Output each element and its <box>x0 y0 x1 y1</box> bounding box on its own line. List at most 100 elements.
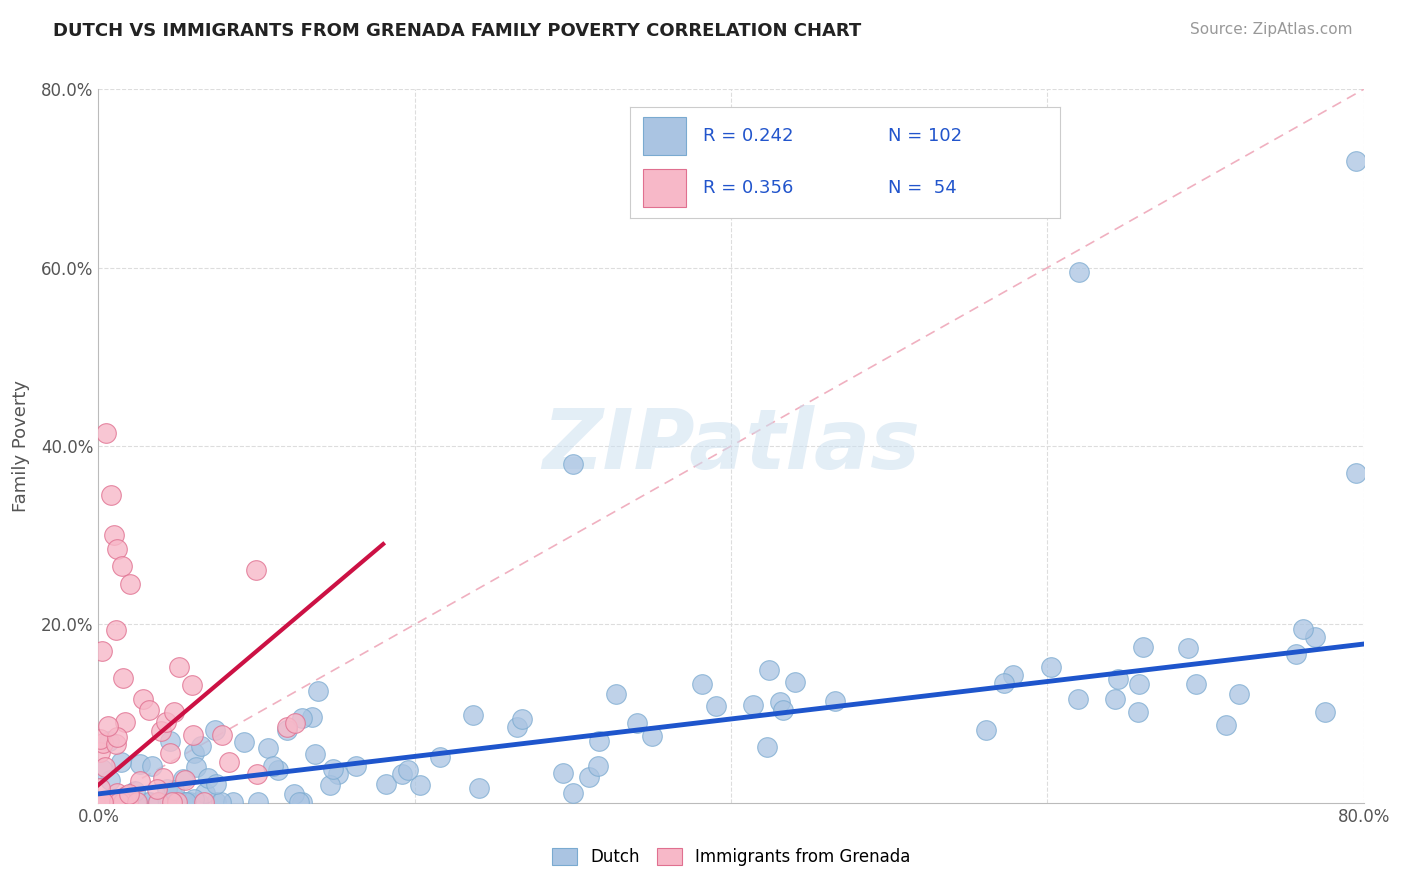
Point <box>561 786 583 800</box>
Point <box>304 747 326 761</box>
Point <box>128 774 150 789</box>
Point <box>1001 667 1024 681</box>
Point <box>89 795 111 809</box>
Point <box>755 739 778 754</box>
Point <box>108 795 131 809</box>
Point <box>408 778 430 792</box>
Point <box>89 781 111 796</box>
Point <box>105 624 128 638</box>
Point <box>1292 623 1315 637</box>
Point <box>245 563 267 577</box>
Point <box>110 794 132 808</box>
Point <box>463 708 485 723</box>
Point <box>1067 265 1090 279</box>
Point <box>193 795 215 809</box>
Point <box>1227 687 1250 701</box>
Point <box>93 795 115 809</box>
Point <box>160 795 183 809</box>
Point <box>232 734 254 748</box>
Point <box>291 711 314 725</box>
Point <box>257 740 280 755</box>
Point <box>160 786 183 800</box>
Point <box>112 795 135 809</box>
Point <box>510 712 533 726</box>
Point <box>1215 718 1237 732</box>
Point <box>163 783 186 797</box>
Point <box>974 723 997 738</box>
Point <box>204 723 226 737</box>
Point <box>146 795 169 809</box>
Point <box>105 786 128 800</box>
Point <box>1185 677 1208 691</box>
Point <box>1177 641 1199 656</box>
Point <box>396 764 419 778</box>
Point <box>128 757 150 772</box>
Point <box>204 795 226 809</box>
Point <box>159 746 181 760</box>
Point <box>160 795 183 809</box>
Point <box>169 660 191 674</box>
Point <box>110 755 132 769</box>
Legend: Dutch, Immigrants from Grenada: Dutch, Immigrants from Grenada <box>546 841 917 873</box>
Point <box>174 773 197 788</box>
Point <box>561 457 585 471</box>
Point <box>284 715 307 730</box>
Point <box>783 675 806 690</box>
Point <box>391 766 413 780</box>
Point <box>197 771 219 785</box>
Point <box>758 663 780 677</box>
Point <box>1128 705 1150 719</box>
Point <box>307 684 329 698</box>
Point <box>190 739 212 753</box>
Point <box>283 787 305 801</box>
Point <box>588 733 610 747</box>
Point <box>1107 672 1129 686</box>
Point <box>163 705 186 719</box>
Point <box>218 756 240 770</box>
Point <box>344 758 367 772</box>
Point <box>375 776 398 790</box>
Text: ZIPatlas: ZIPatlas <box>543 406 920 486</box>
Point <box>107 541 129 556</box>
Point <box>322 762 344 776</box>
Point <box>132 691 155 706</box>
Point <box>90 763 112 777</box>
Point <box>429 749 451 764</box>
Point <box>267 763 290 777</box>
Point <box>1132 640 1154 654</box>
Point <box>105 730 128 744</box>
Point <box>690 677 713 691</box>
Point <box>319 778 342 792</box>
Point <box>205 777 228 791</box>
Point <box>209 795 232 809</box>
Point <box>172 772 194 787</box>
Point <box>91 795 114 809</box>
Point <box>276 720 298 734</box>
Point <box>704 698 727 713</box>
Point <box>159 733 181 747</box>
Point <box>172 795 194 809</box>
Point <box>578 770 600 784</box>
Point <box>127 795 149 809</box>
Point <box>276 723 298 737</box>
Point <box>91 644 114 658</box>
Point <box>91 795 114 809</box>
Point <box>641 729 664 743</box>
Point <box>741 698 763 712</box>
Point <box>291 795 314 809</box>
Point <box>626 715 648 730</box>
Point <box>115 789 138 803</box>
Text: Source: ZipAtlas.com: Source: ZipAtlas.com <box>1189 22 1353 37</box>
Point <box>211 728 233 742</box>
Point <box>1344 466 1367 480</box>
Point <box>114 714 136 729</box>
Point <box>605 687 627 701</box>
Point <box>194 786 217 800</box>
Point <box>183 746 205 760</box>
Point <box>155 715 177 730</box>
Point <box>772 703 794 717</box>
Point <box>94 760 117 774</box>
Y-axis label: Family Poverty: Family Poverty <box>11 380 30 512</box>
Point <box>141 759 163 773</box>
Point <box>117 787 139 801</box>
